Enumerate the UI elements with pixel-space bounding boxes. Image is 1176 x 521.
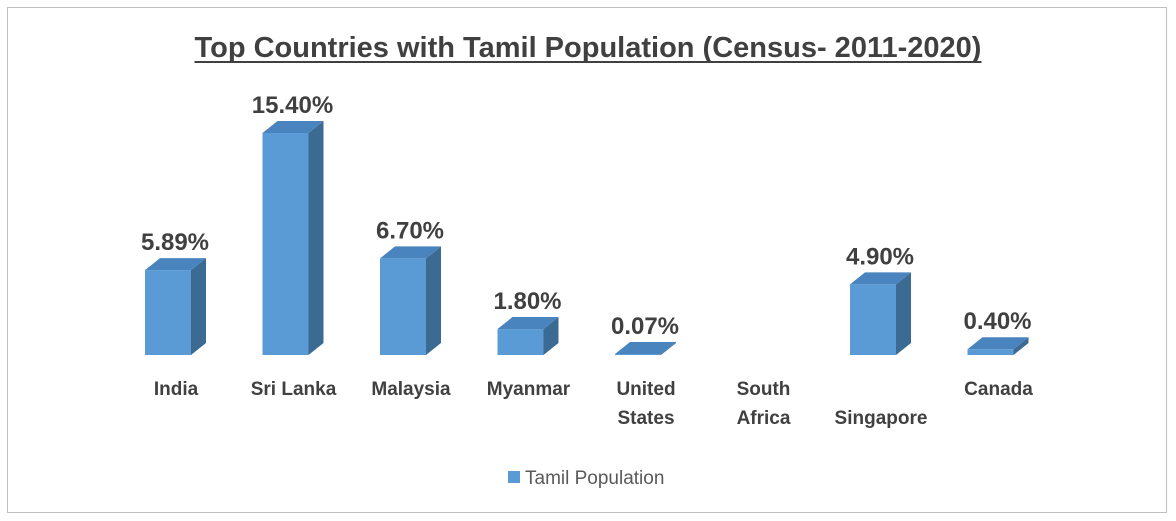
- chart-frame: Top Countries with Tamil Population (Cen…: [7, 7, 1167, 513]
- bar-side: [426, 246, 441, 355]
- data-labels-group: 5.89% 15.40% 6.70% 1.80% 0.07% 4.90% 0.40%: [141, 92, 1032, 340]
- chart-svg: Top Countries with Tamil Population (Cen…: [141, 32, 1033, 489]
- legend: Tamil Population: [508, 468, 664, 489]
- category-label: Singapore: [835, 408, 928, 429]
- bar-front: [967, 349, 1014, 355]
- bar-united-states: [615, 341, 676, 355]
- data-label: 5.89%: [141, 229, 209, 256]
- bar-singapore: [850, 272, 911, 355]
- category-label: States: [617, 408, 674, 429]
- bar-top: [967, 337, 1029, 350]
- bar-top: [262, 121, 324, 133]
- bar-front: [380, 258, 426, 355]
- category-label: Myanmar: [487, 379, 571, 400]
- bar-front: [615, 353, 661, 355]
- bar-front: [497, 329, 544, 355]
- bar-side: [896, 272, 911, 355]
- bar-canada: [967, 337, 1029, 355]
- bar-side: [308, 121, 324, 355]
- data-label: 0.07%: [611, 313, 679, 340]
- bar-top: [497, 317, 559, 330]
- data-label: 15.40%: [252, 92, 333, 119]
- bar-front: [145, 270, 191, 355]
- chart-title: Top Countries with Tamil Population (Cen…: [195, 32, 982, 64]
- data-label: 6.70%: [376, 217, 444, 244]
- bar-myanmar: [497, 317, 559, 355]
- bar-malaysia: [380, 246, 441, 355]
- bar-side: [1013, 337, 1029, 355]
- bar-top: [145, 258, 206, 271]
- bar-top: [850, 272, 911, 285]
- bar-india: [145, 258, 206, 355]
- category-labels-group: India Sri Lanka Malaysia Myanmar United State…: [154, 379, 1033, 429]
- data-label: 4.90%: [846, 243, 914, 270]
- bar-front: [850, 284, 896, 355]
- category-label: South: [737, 379, 791, 400]
- legend-swatch: [508, 471, 520, 483]
- bar-sri lanka: [262, 121, 324, 355]
- bar-top: [380, 246, 441, 259]
- bars-group: [145, 121, 1029, 355]
- category-label: United: [616, 379, 675, 400]
- category-label: Africa: [737, 408, 791, 429]
- category-label: Malaysia: [371, 379, 451, 400]
- data-label: 0.40%: [963, 308, 1031, 335]
- category-label: Sri Lanka: [251, 379, 337, 400]
- bar-front: [262, 133, 309, 355]
- category-label: India: [154, 379, 199, 400]
- legend-label: Tamil Population: [525, 468, 664, 489]
- bar-side: [661, 341, 676, 355]
- bar-side: [543, 317, 559, 355]
- bar-top: [615, 341, 676, 354]
- category-label: Canada: [964, 379, 1033, 400]
- bar-side: [191, 258, 206, 355]
- chart-title-group: Top Countries with Tamil Population (Cen…: [194, 32, 982, 64]
- data-label: 1.80%: [493, 288, 561, 315]
